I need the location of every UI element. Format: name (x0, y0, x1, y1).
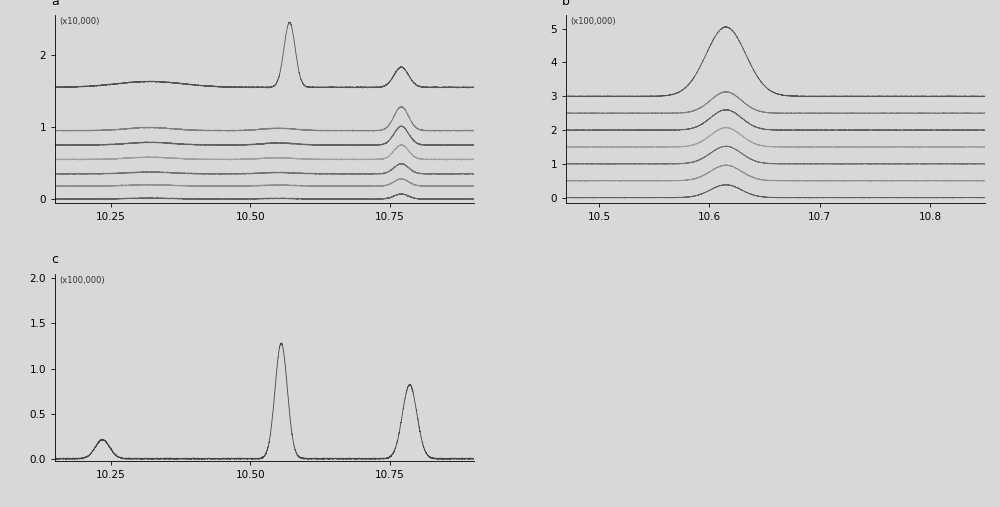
Text: c: c (51, 254, 58, 266)
Text: (x100,000): (x100,000) (570, 17, 616, 26)
Text: (x100,000): (x100,000) (59, 276, 105, 285)
Text: (x10,000): (x10,000) (59, 17, 100, 26)
Text: a: a (51, 0, 59, 8)
Text: b: b (562, 0, 570, 8)
